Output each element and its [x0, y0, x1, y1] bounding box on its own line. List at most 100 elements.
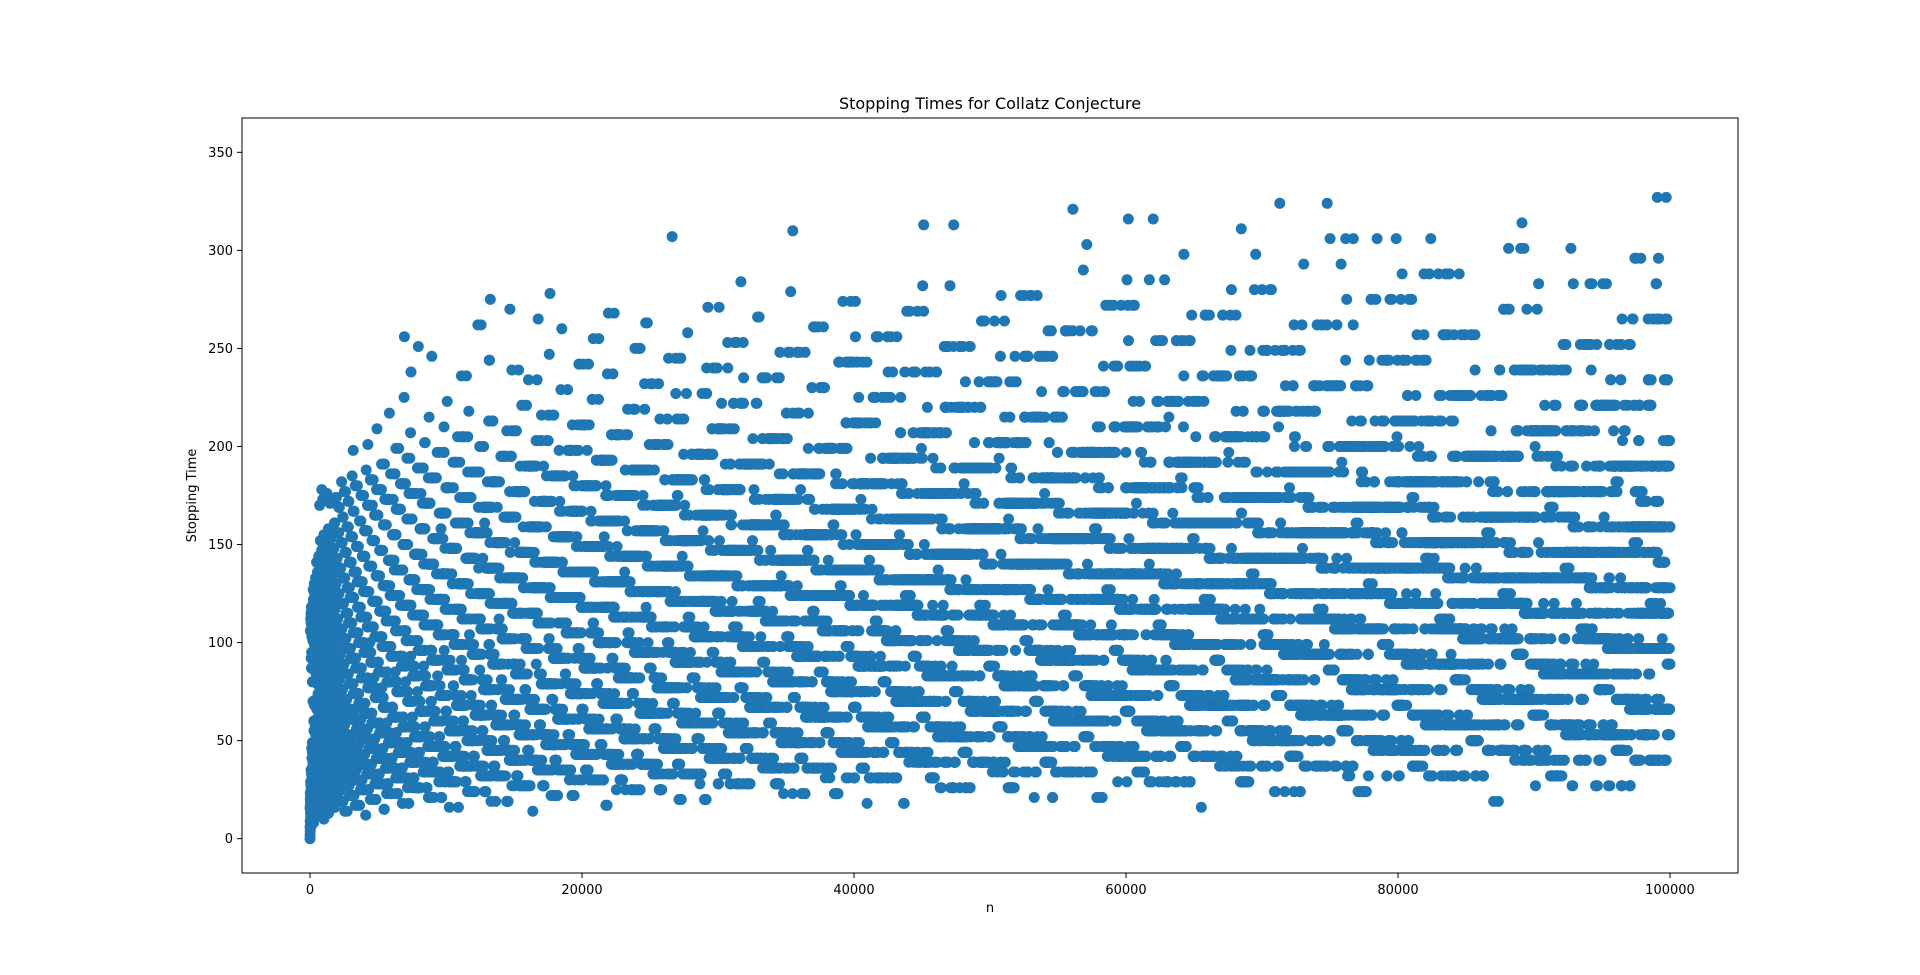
data-point	[339, 572, 350, 583]
data-point	[351, 567, 362, 578]
data-point	[385, 641, 396, 652]
data-point	[378, 692, 389, 703]
data-point	[402, 539, 413, 550]
data-point	[338, 512, 349, 523]
data-point	[368, 474, 379, 485]
data-point	[353, 688, 364, 699]
data-point	[387, 702, 398, 713]
data-point	[352, 480, 363, 491]
data-point	[347, 470, 358, 481]
data-point	[425, 498, 436, 509]
data-point	[361, 465, 372, 476]
data-point	[402, 686, 413, 697]
data-point	[393, 443, 404, 454]
data-point	[410, 721, 421, 732]
data-point	[348, 592, 359, 603]
data-point	[439, 645, 450, 656]
data-point	[346, 557, 357, 568]
data-point	[362, 525, 373, 536]
data-point	[372, 423, 383, 434]
data-point	[399, 392, 410, 403]
data-point	[395, 504, 406, 515]
data-point	[428, 559, 439, 570]
data-point	[431, 472, 442, 483]
scatter-points	[305, 192, 1676, 844]
data-point	[399, 331, 410, 342]
data-point	[418, 463, 429, 474]
data-point	[406, 367, 417, 378]
data-point	[363, 586, 374, 597]
data-point	[379, 804, 390, 815]
data-point	[342, 608, 353, 619]
data-point	[397, 565, 408, 576]
data-point	[412, 635, 423, 646]
data-point	[343, 521, 354, 532]
data-point	[434, 731, 445, 742]
data-point	[354, 800, 365, 811]
data-point	[349, 506, 360, 517]
data-point	[379, 459, 390, 470]
data-point	[439, 741, 450, 752]
data-point	[404, 453, 415, 464]
plot-area	[242, 118, 1738, 873]
data-point	[390, 468, 401, 479]
data-point	[390, 616, 401, 627]
data-point	[376, 631, 387, 642]
data-point	[377, 545, 388, 556]
data-point	[367, 500, 378, 511]
data-point	[416, 488, 427, 499]
data-point	[389, 555, 400, 566]
data-point	[384, 408, 395, 419]
data-point	[355, 602, 366, 613]
data-point	[420, 670, 431, 681]
data-point	[352, 627, 363, 638]
data-point	[372, 596, 383, 607]
data-point	[409, 661, 420, 672]
data-point	[392, 788, 403, 799]
data-point	[417, 549, 428, 560]
data-point	[340, 486, 351, 497]
data-point	[422, 782, 433, 793]
data-point	[394, 590, 405, 601]
data-point	[441, 508, 452, 519]
data-point	[361, 612, 372, 623]
data-point	[439, 594, 450, 605]
data-point	[439, 421, 450, 432]
data-point	[346, 618, 357, 629]
data-point	[400, 478, 411, 489]
data-point	[441, 706, 452, 717]
data-point	[360, 810, 371, 821]
data-point	[407, 514, 418, 525]
data-point	[341, 547, 352, 558]
data-point	[370, 794, 381, 805]
data-point	[442, 396, 453, 407]
data-point	[426, 645, 437, 656]
data-point	[400, 625, 411, 636]
chart-title: Stopping Times for Collatz Conjecture	[839, 94, 1141, 113]
data-point	[359, 551, 370, 562]
data-point	[420, 437, 431, 448]
data-point	[373, 657, 384, 668]
data-point	[353, 541, 364, 552]
data-point	[368, 621, 379, 632]
data-point	[428, 757, 439, 768]
data-point	[380, 606, 391, 617]
data-point	[348, 445, 359, 456]
data-point	[409, 772, 420, 783]
data-point	[359, 698, 370, 709]
data-point	[372, 510, 383, 521]
data-point	[435, 680, 446, 691]
data-point	[358, 490, 369, 501]
data-point	[362, 439, 373, 450]
data-point	[343, 496, 354, 507]
data-point	[414, 696, 425, 707]
data-point	[432, 619, 443, 630]
data-point	[405, 427, 416, 438]
data-point	[374, 570, 385, 581]
data-point	[403, 798, 414, 809]
data-point	[357, 576, 368, 587]
data-point	[430, 706, 441, 717]
data-point	[409, 574, 420, 585]
data-point	[413, 341, 424, 352]
